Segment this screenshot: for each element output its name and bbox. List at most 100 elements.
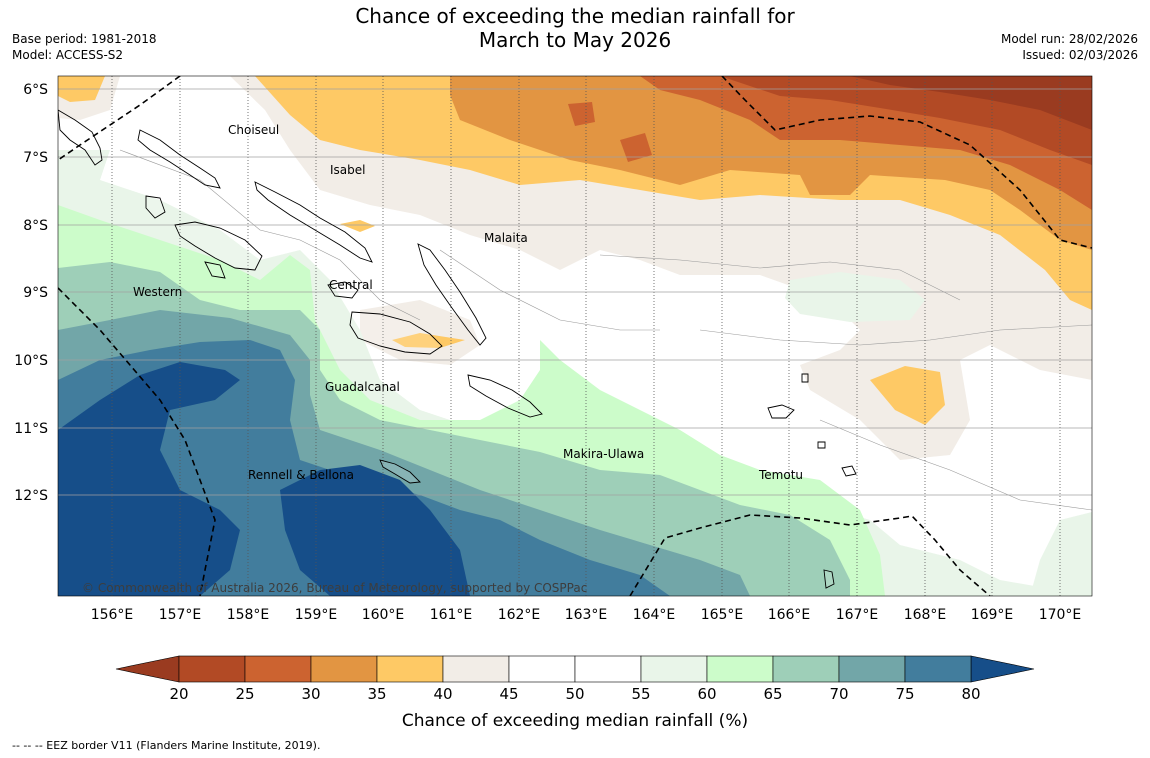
lon-label: 163°E — [565, 607, 608, 623]
island-choiseul — [137, 129, 221, 189]
colorbar-over-arrow — [970, 655, 1035, 683]
colorbar-tick-label: 35 — [367, 685, 386, 703]
island-rendova — [204, 261, 226, 279]
colorbar-swatch — [178, 655, 246, 683]
colorbar-swatch — [706, 655, 774, 683]
lon-label: 160°E — [362, 607, 405, 623]
lon-label: 159°E — [295, 607, 338, 623]
colorbar-swatch — [640, 655, 708, 683]
colorbar-swatch — [508, 655, 576, 683]
contour-above-80 — [280, 465, 470, 596]
contour-35-40 — [870, 366, 945, 425]
island-santa-cruz — [767, 404, 795, 419]
island-isabel — [254, 181, 373, 263]
meta-left: Base period: 1981-2018 Model: ACCESS-S2 — [12, 31, 157, 63]
colorbar-swatch — [904, 655, 972, 683]
base-period: Base period: 1981-2018 — [12, 32, 157, 46]
label-rennell-bellona: Rennell & Bellona — [248, 468, 354, 482]
colorbar: 20 25 30 35 40 45 50 55 60 65 70 75 80 — [115, 655, 1035, 703]
colorbar-swatch — [772, 655, 840, 683]
contour-55-60 — [785, 272, 925, 322]
copyright-notice: © Commonwealth of Australia 2026, Bureau… — [82, 581, 587, 595]
label-malaita: Malaita — [484, 231, 528, 245]
colorbar-tick-label: 70 — [829, 685, 848, 703]
contour-above-80 — [58, 362, 240, 596]
colorbar-tick-label: 50 — [565, 685, 584, 703]
colorbar-swatch — [574, 655, 642, 683]
label-guadalcanal: Guadalcanal — [325, 380, 400, 394]
lat-label: 7°S — [23, 150, 48, 166]
lon-label: 165°E — [701, 607, 744, 623]
lon-label: 157°E — [159, 607, 202, 623]
island-florida — [327, 281, 359, 299]
lon-label: 161°E — [430, 607, 473, 623]
latitude-labels: 6°S 7°S 8°S 9°S 10°S 11°S 12°S — [14, 82, 48, 504]
label-temotu: Temotu — [758, 468, 803, 482]
colorbar-swatch — [442, 655, 510, 683]
label-western: Western — [133, 285, 182, 299]
island-malaita — [417, 243, 487, 346]
island-vanikoro — [841, 465, 857, 477]
map-frame — [57, 75, 1093, 597]
colorbar-under-arrow — [115, 655, 180, 683]
lat-label: 11°S — [14, 421, 48, 437]
latitude-gridlines — [58, 88, 1092, 496]
contour-below-20 — [850, 76, 1092, 130]
lon-label: 169°E — [971, 607, 1014, 623]
colorbar-swatch — [310, 655, 378, 683]
colorbar-tick-label: 30 — [301, 685, 320, 703]
title-line-1: Chance of exceeding the median rainfall … — [355, 4, 795, 28]
lat-label: 12°S — [14, 488, 48, 504]
lat-label: 8°S — [23, 218, 48, 234]
island-makira — [467, 374, 543, 418]
colorbar-tick-label: 75 — [895, 685, 914, 703]
lat-label: 9°S — [23, 285, 48, 301]
lon-label: 170°E — [1039, 607, 1082, 623]
longitude-labels: 156°E 157°E 158°E 159°E 160°E 161°E 162°… — [91, 607, 1082, 623]
contour-55-60 — [1030, 512, 1092, 596]
colorbar-tick-label: 55 — [631, 685, 650, 703]
issued-date: Issued: 02/03/2026 — [1022, 48, 1138, 62]
contour-lines — [119, 149, 1092, 511]
island-small-south — [823, 569, 835, 589]
lon-label: 158°E — [227, 607, 270, 623]
colorbar-tick-label: 60 — [697, 685, 716, 703]
colorbar-tick-label: 45 — [499, 685, 518, 703]
label-choiseul: Choiseul — [228, 123, 279, 137]
colorbar-tick-label: 40 — [433, 685, 452, 703]
island-new-georgia — [174, 221, 263, 271]
lon-label: 162°E — [498, 607, 541, 623]
contour-25-30 — [568, 102, 595, 126]
lon-label: 164°E — [633, 607, 676, 623]
colorbar-tick-label: 25 — [235, 685, 254, 703]
meta-right: Model run: 28/02/2026 Issued: 02/03/2026 — [1001, 31, 1138, 63]
eez-border — [58, 76, 1092, 596]
colorbar-swatch — [376, 655, 444, 683]
lon-label: 167°E — [836, 607, 879, 623]
label-central: Central — [329, 278, 373, 292]
colorbar-swatch — [838, 655, 906, 683]
colorbar-tick-label: 20 — [169, 685, 188, 703]
contour-35-40 — [340, 220, 375, 232]
island-reef — [801, 373, 809, 383]
lon-label: 156°E — [91, 607, 134, 623]
lat-label: 10°S — [14, 353, 48, 369]
model-run: Model run: 28/02/2026 — [1000, 32, 1138, 46]
lat-label: 6°S — [23, 82, 48, 98]
island-guadalcanal — [349, 311, 443, 355]
colorbar-legend: 20 25 30 35 40 45 50 55 60 65 70 75 80 Chance of exc… — [115, 655, 1035, 731]
label-makira-ulawa: Makira-Ulawa — [563, 447, 644, 461]
colorbar-swatch — [244, 655, 312, 683]
map-contours — [58, 76, 1092, 596]
title-line-2: March to May 2026 — [478, 28, 672, 52]
colorbar-title: Chance of exceeding median rainfall (%) — [402, 711, 748, 731]
island-utupua — [817, 441, 826, 449]
island-outlines — [58, 109, 857, 589]
colorbar-tick-label: 65 — [763, 685, 782, 703]
island-rennell — [379, 459, 421, 484]
island-vella — [145, 195, 166, 219]
chart-title: Chance of exceeding the median rainfall … — [0, 4, 1150, 52]
rainfall-map: Choiseul Isabel Malaita Western Central … — [14, 75, 1093, 623]
contour-25-30 — [620, 133, 652, 162]
eez-footnote: -- -- -- EEZ border V11 (Flanders Marine… — [12, 739, 321, 752]
